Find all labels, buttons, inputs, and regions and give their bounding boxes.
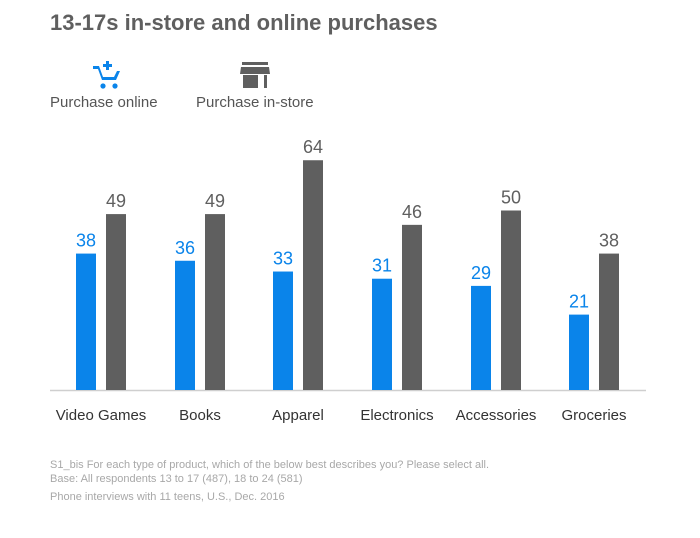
bar-online-accessories (471, 285, 491, 390)
cart-add-icon (93, 61, 120, 89)
data-label-instore: 46 (402, 202, 422, 222)
footnote-base: Base: All respondents 13 to 17 (487), 18… (50, 473, 303, 485)
bar-instore-apparel (303, 160, 323, 390)
chart-title: 13-17s in-store and online purchases (50, 10, 438, 35)
data-label-online: 36 (175, 238, 195, 258)
data-label-online: 29 (471, 263, 491, 283)
data-label-instore: 38 (599, 231, 619, 251)
bar-online-groceries (569, 314, 589, 390)
legend-label-online: Purchase online (50, 94, 158, 111)
storefront-icon (240, 62, 270, 88)
bar-online-books (175, 260, 195, 390)
bar-instore-video-games (106, 214, 126, 390)
category-label: Apparel (272, 407, 324, 424)
bar-online-video-games (76, 253, 96, 390)
legend-item-online: Purchase online (50, 58, 158, 111)
category-label: Accessories (456, 407, 537, 424)
footnote-question: S1_bis For each type of product, which o… (50, 459, 490, 471)
data-label-online: 21 (569, 292, 589, 312)
data-label-instore: 49 (106, 191, 126, 211)
category-label: Groceries (561, 407, 626, 424)
category-label: Books (179, 407, 221, 424)
data-label-online: 38 (76, 231, 96, 251)
data-label-instore: 64 (303, 137, 323, 157)
data-label-online: 31 (372, 256, 392, 276)
legend-item-instore: Purchase in-store (196, 58, 314, 111)
bar-online-electronics (372, 278, 392, 390)
footnote-source: Phone interviews with 11 teens, U.S., De… (50, 491, 285, 503)
data-label-online: 33 (273, 249, 293, 269)
bar-instore-groceries (599, 253, 619, 390)
bar-online-apparel (273, 271, 293, 390)
bar-instore-accessories (501, 210, 521, 390)
category-label: Video Games (56, 407, 147, 424)
data-label-instore: 50 (501, 188, 521, 208)
data-label-instore: 49 (205, 191, 225, 211)
legend-label-instore: Purchase in-store (196, 94, 314, 111)
bar-instore-electronics (402, 224, 422, 390)
bar-instore-books (205, 214, 225, 390)
category-label: Electronics (360, 407, 433, 424)
